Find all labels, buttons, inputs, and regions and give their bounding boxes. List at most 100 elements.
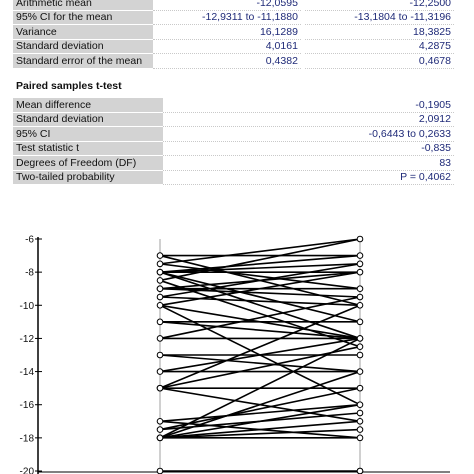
sample-b-value: -13,1804 to -11,3196 xyxy=(304,10,454,25)
paired-row: Standard deviation 2,0912 xyxy=(13,112,454,127)
sample-a-point xyxy=(156,301,164,309)
paired-label: Test statistic t xyxy=(13,141,163,156)
paired-row: Test statistic t -0,835 xyxy=(13,141,454,156)
sample-a-point xyxy=(156,285,164,293)
y-tick-label: -20 xyxy=(20,467,35,474)
sample-b-point xyxy=(356,260,364,268)
pair-line xyxy=(159,428,361,439)
paired-value: 83 xyxy=(163,155,454,171)
sample-b-point xyxy=(356,268,364,276)
sample-b-point xyxy=(356,384,364,392)
sample-a-point xyxy=(156,368,164,375)
paired-label: Degrees of Freedom (DF) xyxy=(13,155,163,171)
paired-label: Mean difference xyxy=(13,98,163,113)
sample-b-value: 4,2875 xyxy=(304,39,454,54)
sample-b-point xyxy=(356,351,364,359)
sample-b-point xyxy=(356,293,364,301)
sample-b-point xyxy=(356,285,364,293)
pair-line xyxy=(159,321,361,340)
sample-b-point xyxy=(356,417,364,425)
paired-row: Two-tailed probability P = 0,4062 xyxy=(13,170,454,185)
sample-b-point xyxy=(356,335,364,342)
sample-a-value: 4,0161 xyxy=(153,39,301,54)
paired-value: -0,1905 xyxy=(163,98,454,113)
sample-b-value: 0,4678 xyxy=(304,53,454,69)
pair-line xyxy=(159,354,361,373)
pair-line xyxy=(159,238,361,265)
pair-line xyxy=(159,304,361,389)
sample-b-value: 18,3825 xyxy=(304,24,454,40)
pair-line xyxy=(159,263,361,273)
sample-b-point xyxy=(356,318,364,326)
sample-b-point xyxy=(356,235,364,243)
sample-a-point xyxy=(156,426,164,433)
paired-row: Mean difference -0,1905 xyxy=(13,98,454,113)
sample-a-point xyxy=(156,434,164,442)
pair-line xyxy=(159,271,361,340)
pair-line xyxy=(159,263,361,290)
pair-line xyxy=(159,287,361,298)
stat-label: Variance xyxy=(13,24,153,40)
pair-line xyxy=(159,403,361,423)
paired-row: 95% CI -0,6443 to 0,2633 xyxy=(13,126,454,142)
pair-line xyxy=(159,345,361,389)
paired-label: Two-tailed probability xyxy=(13,170,163,185)
sample-a-point xyxy=(156,318,164,326)
stat-label: Standard error of the mean xyxy=(13,53,153,69)
sample-a-value: 16,1289 xyxy=(153,24,301,40)
paired-label: 95% CI xyxy=(13,126,163,142)
paired-value: -0,6443 to 0,2633 xyxy=(163,126,454,142)
sample-b-point xyxy=(356,467,364,474)
sample-a-point xyxy=(156,467,164,474)
pair-line xyxy=(159,271,361,307)
sample-a-point xyxy=(156,384,164,392)
sample-b-point xyxy=(356,401,364,409)
paired-ttest-table: Mean difference -0,1905 Standard deviation… xyxy=(13,98,454,185)
sample-b-point xyxy=(356,368,364,375)
stats-row: Arithmetic mean -12,0595 -12,2500 xyxy=(13,0,454,11)
y-tick-label: -10 xyxy=(20,301,35,312)
sample-b-point xyxy=(356,426,364,433)
pair-line xyxy=(159,403,361,439)
y-tick-label: -16 xyxy=(20,400,35,411)
pair-line xyxy=(159,263,361,298)
stats-row: Standard error of the mean 0,4382 0,4678 xyxy=(13,53,454,69)
sample-a-point xyxy=(156,351,164,359)
y-tick-label: -12 xyxy=(20,334,35,345)
paired-row: Degrees of Freedom (DF) 83 xyxy=(13,155,454,171)
sample-b-value: -12,2500 xyxy=(304,0,454,11)
stat-label: 95% CI for the mean xyxy=(13,10,153,25)
sample-a-value: -12,0595 xyxy=(153,0,301,11)
sample-b-point xyxy=(356,252,364,259)
pair-line xyxy=(159,296,361,340)
sample-b-point xyxy=(356,409,364,417)
pair-line xyxy=(159,337,361,439)
sample-b-point xyxy=(356,343,364,351)
y-tick-label: -18 xyxy=(20,433,35,444)
stat-label: Arithmetic mean xyxy=(13,0,153,11)
pair-line xyxy=(159,420,361,439)
y-tick-label: -8 xyxy=(25,268,34,279)
sample-b-point xyxy=(356,434,364,442)
paired-value: P = 0,4062 xyxy=(163,170,454,185)
pair-line xyxy=(159,370,361,439)
stat-label: Standard deviation xyxy=(13,39,153,54)
pair-line xyxy=(159,271,361,323)
sample-a-point xyxy=(156,268,164,276)
pair-line xyxy=(159,387,361,431)
paired-value: -0,835 xyxy=(163,141,454,156)
pair-line xyxy=(159,337,361,373)
sample-a-point xyxy=(156,293,164,301)
stats-row: Variance 16,1289 18,3825 xyxy=(13,24,454,40)
y-tick-label: -14 xyxy=(20,367,35,378)
paired-dot-line-chart: -6 -8 -10 -12 -14 -16 -18 -20 xyxy=(20,235,450,474)
sample-a-point xyxy=(156,417,164,425)
paired-test-title: Paired samples t-test xyxy=(16,80,122,92)
sample-a-point xyxy=(156,335,164,342)
sample-a-value: 0,4382 xyxy=(153,53,301,69)
sample-a-point xyxy=(156,260,164,268)
sample-a-value: -12,9311 to -11,1880 xyxy=(153,10,301,25)
descriptive-statistics-table: Arithmetic mean -12,0595 -12,2500 95% CI fo… xyxy=(13,0,454,69)
paired-value: 2,0912 xyxy=(163,112,454,127)
pair-line xyxy=(159,254,361,273)
